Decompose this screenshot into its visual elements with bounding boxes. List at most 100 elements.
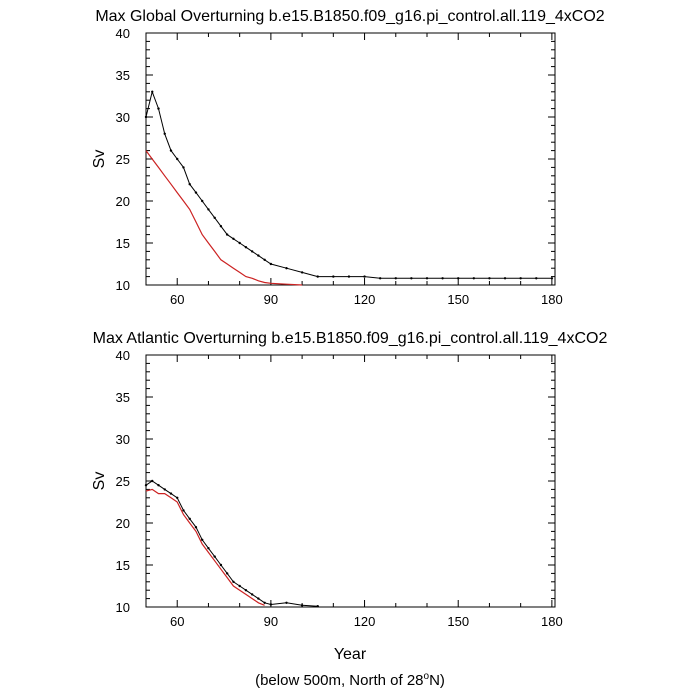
data-point [219,225,223,228]
x-tick-label: 150 [447,292,469,307]
data-point [207,208,210,211]
data-point [457,277,460,280]
data-point [182,166,185,169]
y-tick-label: 30 [116,432,130,447]
data-point [182,509,185,512]
data-point [263,258,266,261]
data-point [250,593,254,596]
x-tick-label: 120 [354,292,376,307]
ticks: 60 90 120 150 180 10 15 20 25 30 35 40 [116,348,563,629]
x-tick-label: 60 [170,292,184,307]
series-smoothed [145,150,303,286]
x-tick-label: 90 [264,292,278,307]
degree-symbol: o [424,671,430,682]
ticks: 60 90 120 150 180 10 15 20 25 30 35 40 [116,26,563,307]
data-point [238,584,241,588]
data-point [169,492,173,495]
data-point [238,241,241,245]
y-tick-label: 15 [116,236,130,251]
x-tick-label: 60 [170,614,184,629]
y-axis-label: Sv [91,472,108,491]
data-point [285,267,288,270]
data-point [151,479,154,483]
data-point [225,233,229,236]
y-tick-label: 35 [116,390,130,405]
data-point [144,115,148,119]
data-point [332,275,335,278]
y-tick-label: 35 [116,68,130,83]
data-point [300,604,304,607]
data-point [472,277,476,280]
data-point [219,563,223,567]
plot-frame [145,32,556,286]
data-point [200,538,204,541]
y-tick-label: 25 [116,152,130,167]
data-point [151,90,154,94]
data-point [257,597,260,600]
data-point [269,603,273,606]
series-smoothed [145,488,265,606]
data-point [285,601,288,604]
data-point [244,246,248,249]
y-tick-label: 25 [116,474,130,489]
series-raw [144,90,554,280]
data-point [163,132,166,135]
x-axis-label: Year [334,646,367,663]
chart-global-overturning: Max Global Overturning b.e15.B1850.f09_g… [91,8,605,307]
x-tick-label: 120 [354,614,376,629]
data-point [257,254,260,257]
data-point [503,277,507,280]
chart-title: Max Global Overturning b.e15.B1850.f09_g… [95,8,604,25]
y-tick-label: 10 [116,600,130,615]
data-point [232,237,235,240]
data-point [232,580,235,583]
data-point [200,199,204,203]
data-point [207,547,210,550]
data-point [176,157,179,161]
data-point [269,262,273,266]
data-point [488,277,491,280]
data-point [535,277,538,280]
data-point [441,277,444,280]
data-point [316,275,319,278]
smoothed-series-line [145,488,265,606]
data-point [244,589,248,592]
data-point [316,604,319,608]
y-tick-label: 40 [116,26,130,41]
y-axis-label: Sv [91,150,108,169]
data-point [225,572,229,575]
y-tick-label: 10 [116,278,130,293]
data-point [194,191,198,194]
y-tick-label: 40 [116,348,130,363]
data-point [176,496,179,499]
raw-series-line [145,480,318,607]
data-point [300,271,304,274]
data-point [425,277,429,280]
data-point [169,149,173,152]
data-point [157,107,160,110]
data-point [250,250,254,253]
chart-atlantic-overturning: Max Atlantic Overturning b.e15.B1850.f09… [91,330,607,663]
data-point [263,601,266,604]
plot-frame [145,354,556,608]
data-point [519,277,522,280]
smoothed-series-line [145,150,303,286]
data-point [144,484,148,487]
y-tick-label: 20 [116,194,130,209]
footnote: (below 500m, North of 28oN) [255,671,445,689]
x-tick-label: 180 [541,614,563,629]
data-point [213,216,216,219]
data-point [410,277,413,280]
data-point [363,275,366,278]
data-point [194,526,198,529]
chart-title: Max Atlantic Overturning b.e15.B1850.f09… [93,330,608,347]
x-tick-label: 150 [447,614,469,629]
raw-series-line [145,90,552,279]
y-tick-label: 15 [116,558,130,573]
y-tick-label: 30 [116,110,130,125]
data-point [378,277,382,280]
footnote-text: (below 500m, North of 28 [255,672,423,689]
data-point [550,277,554,280]
series-raw [144,479,319,608]
x-tick-label: 180 [541,292,563,307]
